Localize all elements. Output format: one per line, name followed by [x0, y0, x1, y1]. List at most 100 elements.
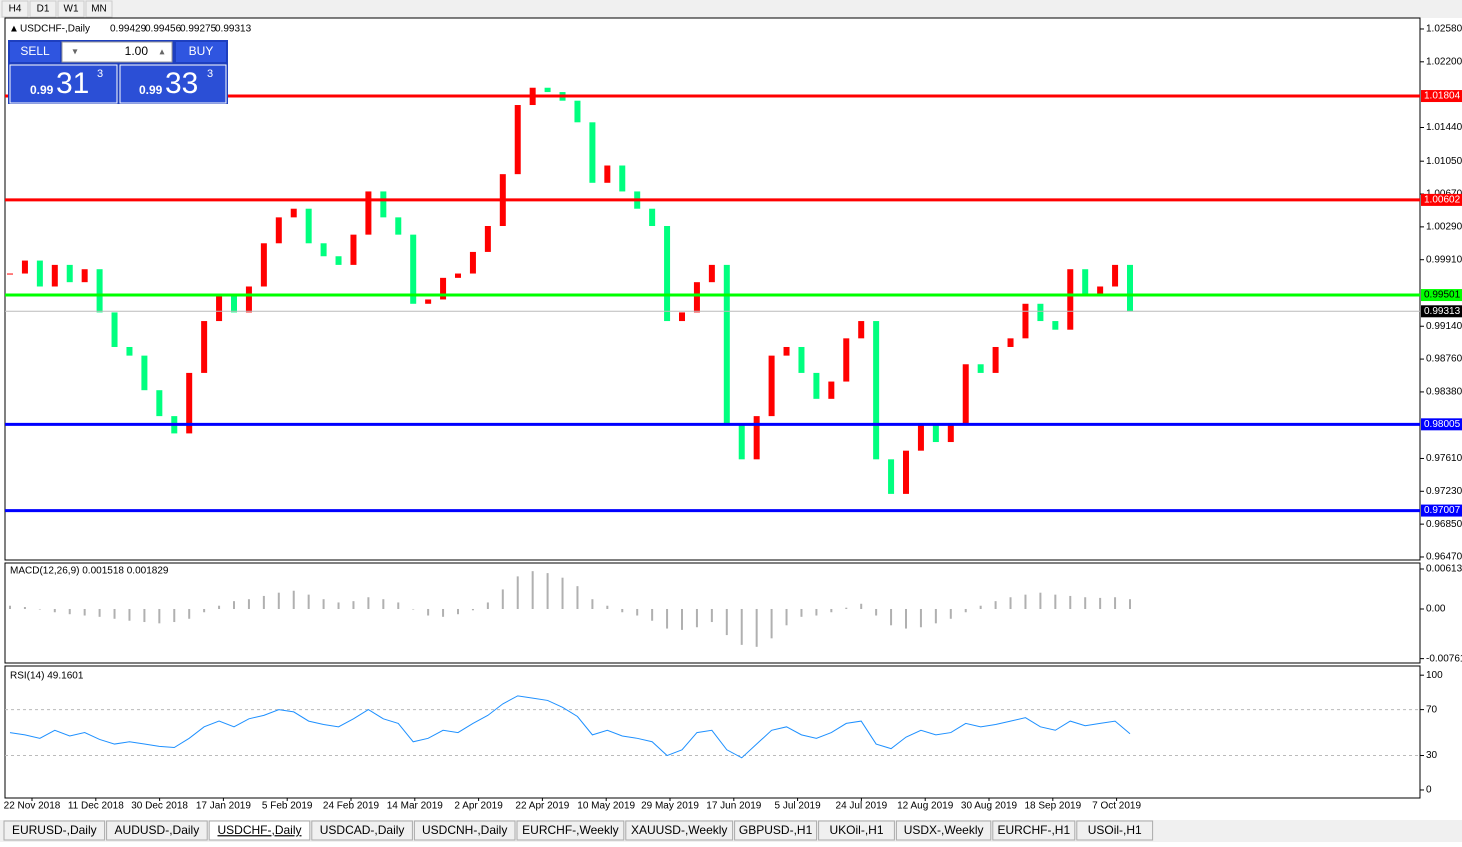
macd-bar: [785, 608, 788, 626]
candle: [932, 424, 939, 443]
buy-button[interactable]: [176, 42, 226, 62]
x-tick-label: 12 Aug 2019: [897, 801, 954, 812]
buy-price-box[interactable]: [119, 64, 227, 104]
level-box: [1421, 504, 1462, 517]
macd-bar: [531, 571, 534, 609]
candle: [410, 234, 417, 304]
symbol-tab[interactable]: [208, 820, 311, 841]
volume-down[interactable]: ▾: [72, 47, 77, 58]
x-tick-label: 14 Mar 2019: [387, 801, 444, 812]
candle: [903, 450, 909, 494]
candle: [275, 217, 282, 244]
toolbar: [0, 0, 1462, 18]
symbol-tab-label: EURCHF-,Weekly: [522, 823, 618, 837]
candle: [723, 264, 730, 425]
candle: [858, 321, 865, 339]
candle: [1022, 303, 1029, 339]
candle: [947, 424, 954, 443]
candle: [440, 277, 447, 300]
macd-bar: [1054, 594, 1057, 609]
macd-bar: [651, 608, 654, 621]
macd-bar: [173, 608, 176, 623]
macd-bar: [322, 599, 325, 609]
level-label: 0.98005: [1424, 419, 1461, 430]
level-label: 0.99501: [1424, 290, 1461, 301]
sell-button[interactable]: [10, 42, 60, 62]
symbol-tab[interactable]: [734, 820, 818, 841]
symbol-tab[interactable]: [625, 820, 734, 841]
macd-bar: [158, 608, 161, 624]
symbol-tab-label: USDX-,Weekly: [904, 823, 984, 837]
symbol-tab[interactable]: [516, 820, 625, 841]
y-tick-label: 1.02200: [1426, 56, 1462, 67]
sell-label: SELL: [20, 44, 50, 58]
symbol-tab-label: AUDUSD-,Daily: [115, 823, 200, 837]
candle: [1127, 264, 1133, 312]
level-box: [1421, 90, 1462, 103]
macd-bar: [576, 586, 579, 609]
macd-bar: [98, 608, 101, 617]
macd-bar: [1039, 592, 1042, 609]
macd-bar: [397, 602, 400, 609]
rsi-title: RSI(14) 49.1601: [10, 671, 84, 682]
macd-bar: [1024, 594, 1027, 609]
candle: [231, 295, 237, 313]
timeframe-button[interactable]: [57, 0, 85, 18]
macd-bar: [755, 608, 758, 647]
macd-bar: [725, 608, 728, 636]
candle: [305, 208, 312, 244]
candle: [992, 346, 999, 373]
symbol-tab[interactable]: [818, 820, 895, 841]
x-tick-label: 18 Sep 2019: [1024, 801, 1081, 812]
symbol-tab-label: USDCHF-,Daily: [218, 823, 302, 837]
y-tick-label: 0.97230: [1426, 486, 1462, 497]
symbol-tab[interactable]: [992, 820, 1076, 841]
candle: [917, 424, 924, 451]
macd-bar: [457, 608, 459, 615]
macd-bar: [292, 590, 295, 609]
volume-up[interactable]: ▴: [159, 47, 164, 58]
symbol-tab-label: USDCAD-,Daily: [320, 823, 405, 837]
x-tick-label: 2 Apr 2019: [454, 801, 503, 812]
sell-price-point: 3: [97, 68, 103, 80]
symbol-tab[interactable]: [311, 820, 413, 841]
candle: [320, 243, 327, 257]
candle: [201, 321, 208, 373]
y-tick-label: 0.96470: [1426, 552, 1462, 563]
level-label: 1.00602: [1424, 195, 1461, 206]
symbol-tab[interactable]: [106, 820, 208, 841]
macd-bar: [427, 608, 430, 616]
y-tick-label: 0.98380: [1426, 387, 1462, 398]
current-price-box: [1421, 305, 1462, 318]
x-tick-label: 24 Jul 2019: [836, 801, 888, 812]
symbol-tab-label: USOil-,H1: [1088, 823, 1142, 837]
symbol-marker: ▲: [9, 24, 19, 35]
symbol-tab[interactable]: [895, 820, 992, 841]
ohlc-value: 0.99275: [180, 24, 217, 35]
symbol-tab[interactable]: [3, 820, 106, 841]
timeframe-button[interactable]: [29, 0, 57, 18]
macd-bar: [23, 607, 26, 609]
candle: [1007, 338, 1014, 347]
y-tick-label: 1.01050: [1426, 156, 1462, 167]
macd-bar: [412, 608, 415, 610]
level-box: [1421, 193, 1462, 206]
macd-bar: [710, 608, 713, 623]
x-tick-label: 17 Jun 2019: [706, 801, 761, 812]
candle: [365, 191, 372, 235]
sell-price-box[interactable]: [9, 64, 118, 104]
timeframe-button[interactable]: [85, 0, 113, 18]
macd-bar: [262, 595, 265, 609]
candle: [843, 338, 850, 382]
symbol-tab[interactable]: [1076, 820, 1154, 841]
macd-bar: [337, 602, 340, 609]
symbol-tab[interactable]: [413, 820, 516, 841]
macd-bar: [501, 589, 504, 609]
candle: [126, 346, 133, 356]
timeframe-button[interactable]: [1, 0, 29, 18]
buy-price-big: 0.99: [139, 83, 163, 97]
y-tick-label: 1.00290: [1426, 222, 1462, 233]
macd-panel: [4, 562, 1421, 664]
volume-input[interactable]: [61, 41, 173, 63]
candle: [768, 355, 775, 417]
